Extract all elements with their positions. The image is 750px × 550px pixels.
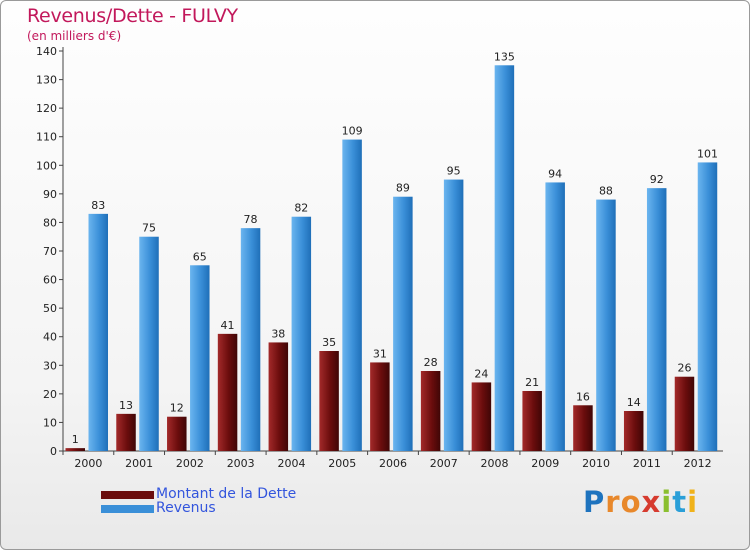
bar-revenue-2001 xyxy=(139,236,159,451)
y-tick-label: 100 xyxy=(36,159,57,172)
data-label-debt-2011: 14 xyxy=(627,396,641,409)
data-label-debt-2005: 35 xyxy=(322,336,336,349)
data-label-revenue-2000: 83 xyxy=(91,199,105,212)
y-tick-label: 50 xyxy=(43,302,57,315)
data-label-debt-2010: 16 xyxy=(576,390,590,403)
data-label-debt-2002: 12 xyxy=(170,402,184,415)
data-label-debt-2007: 28 xyxy=(424,356,438,369)
y-tick-label: 130 xyxy=(36,74,57,87)
bar-revenue-2012 xyxy=(697,162,718,451)
y-tick-label: 60 xyxy=(43,274,57,287)
data-label-revenue-2007: 95 xyxy=(447,165,461,178)
data-label-debt-2001: 13 xyxy=(119,399,133,412)
bar-revenue-2002 xyxy=(190,265,210,451)
bar-debt-2008 xyxy=(471,382,492,451)
x-tick-label: 2008 xyxy=(481,457,509,470)
x-tick-label: 2009 xyxy=(531,457,559,470)
data-label-debt-2008: 24 xyxy=(474,367,488,380)
data-label-revenue-2005: 109 xyxy=(342,125,363,138)
logo-letter: i xyxy=(661,485,673,519)
legend-label-revenue: Revenus xyxy=(156,500,216,516)
bar-debt-2003 xyxy=(217,333,238,451)
bar-revenue-2005 xyxy=(342,139,362,452)
bar-debt-2005 xyxy=(319,351,339,451)
data-label-debt-2004: 38 xyxy=(271,327,285,340)
x-tick-label: 2004 xyxy=(277,457,305,470)
bar-debt-2012 xyxy=(674,376,695,451)
x-tick-label: 2003 xyxy=(227,457,255,470)
data-label-debt-2000: 1 xyxy=(72,433,79,446)
y-tick-label: 110 xyxy=(36,131,57,144)
bar-revenue-2003 xyxy=(240,228,261,451)
x-tick-label: 2005 xyxy=(328,457,356,470)
bar-debt-2004 xyxy=(268,342,289,451)
legend-swatch-revenue xyxy=(101,505,154,513)
y-tick-label: 70 xyxy=(43,245,57,258)
bar-revenue-2011 xyxy=(646,188,667,451)
bar-debt-2011 xyxy=(623,411,644,451)
bar-revenue-2000 xyxy=(88,213,108,451)
y-tick-label: 90 xyxy=(43,188,57,201)
logo-letter: x xyxy=(641,485,662,519)
y-tick-label: 140 xyxy=(36,45,57,58)
data-label-revenue-2003: 78 xyxy=(244,213,258,226)
x-tick-label: 2011 xyxy=(633,457,661,470)
y-tick-label: 20 xyxy=(43,388,57,401)
x-tick-label: 2001 xyxy=(125,457,153,470)
x-tick-label: 2000 xyxy=(74,457,102,470)
data-label-revenue-2010: 88 xyxy=(599,185,613,198)
data-label-revenue-2004: 82 xyxy=(294,202,308,215)
bar-revenue-2008 xyxy=(494,65,515,452)
data-label-revenue-2008: 135 xyxy=(494,50,515,63)
x-tick-label: 2010 xyxy=(582,457,610,470)
data-label-debt-2012: 26 xyxy=(677,362,691,375)
data-label-revenue-2001: 75 xyxy=(142,222,156,235)
bar-debt-2009 xyxy=(522,391,542,451)
y-tick-label: 0 xyxy=(50,445,57,458)
data-label-debt-2009: 21 xyxy=(525,376,539,389)
bar-debt-2007 xyxy=(420,371,441,451)
x-tick-label: 2006 xyxy=(379,457,407,470)
logo-letter: i xyxy=(687,485,699,519)
data-label-revenue-2012: 101 xyxy=(697,147,718,160)
x-tick-label: 2007 xyxy=(430,457,458,470)
logo-letter: t xyxy=(672,485,688,519)
data-label-revenue-2006: 89 xyxy=(396,182,410,195)
proxiti-logo: Proxiti xyxy=(583,485,698,519)
data-label-revenue-2011: 92 xyxy=(650,173,664,186)
bar-revenue-2010 xyxy=(596,199,616,451)
x-tick-label: 2012 xyxy=(684,457,712,470)
bar-debt-2000 xyxy=(65,448,85,451)
x-tick-label: 2002 xyxy=(176,457,204,470)
bar-revenue-2006 xyxy=(393,196,413,451)
bar-revenue-2007 xyxy=(443,179,464,452)
chart-subtitle: (en milliers d'€) xyxy=(27,29,122,43)
data-label-revenue-2009: 94 xyxy=(548,167,562,180)
logo-letter: P xyxy=(583,485,606,519)
y-tick-label: 80 xyxy=(43,216,57,229)
legend-swatch-debt xyxy=(101,491,154,499)
y-tick-label: 10 xyxy=(43,416,57,429)
chart-title: Revenus/Dette - FULVY xyxy=(27,5,238,27)
data-label-revenue-2002: 65 xyxy=(193,250,207,263)
y-tick-label: 30 xyxy=(43,359,57,372)
data-label-debt-2003: 41 xyxy=(221,319,235,332)
bar-revenue-2009 xyxy=(545,182,565,451)
y-tick-label: 40 xyxy=(43,331,57,344)
bar-debt-2006 xyxy=(370,362,390,451)
y-tick-label: 120 xyxy=(36,102,57,115)
bar-debt-2001 xyxy=(116,413,136,451)
data-label-debt-2006: 31 xyxy=(373,347,387,360)
logo-letter: r xyxy=(605,485,621,519)
logo-letter: o xyxy=(620,485,642,519)
legend-label-debt: Montant de la Dette xyxy=(156,486,297,502)
bar-debt-2002 xyxy=(167,416,187,451)
bar-revenue-2004 xyxy=(291,216,312,451)
bar-debt-2010 xyxy=(573,405,593,451)
